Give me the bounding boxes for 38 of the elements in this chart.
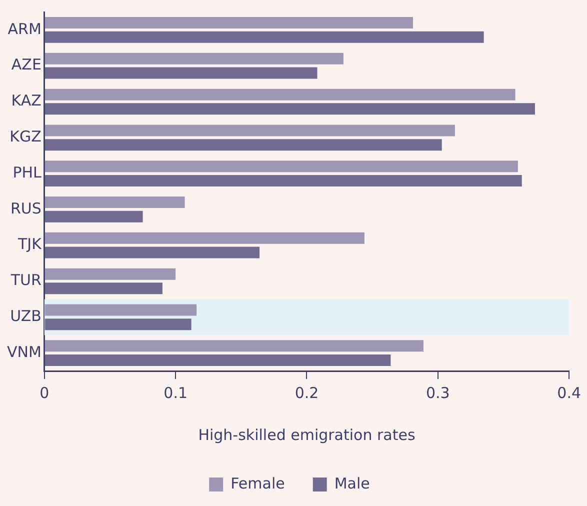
legend-label: Male — [334, 474, 370, 492]
bar — [44, 31, 484, 43]
x-tick-label: 0 — [40, 384, 50, 402]
legend-label: Female — [230, 474, 285, 492]
bar — [44, 174, 522, 186]
bar — [44, 232, 364, 244]
bar — [44, 304, 197, 316]
y-tick-label: KAZ — [11, 92, 42, 110]
x-tick-label: 0.4 — [557, 384, 581, 402]
y-tick-label: PHL — [12, 163, 42, 182]
x-tick-label: 0.3 — [426, 384, 450, 402]
bar — [44, 268, 176, 280]
bar — [44, 318, 192, 330]
y-tick-label: VNM — [6, 342, 42, 361]
bar — [44, 67, 318, 79]
bar — [44, 52, 344, 64]
bar — [44, 88, 516, 100]
x-tick-label: 0.1 — [164, 384, 188, 402]
y-tick-label: UZB — [10, 307, 42, 326]
bar — [44, 340, 424, 352]
y-tick-label: KGZ — [10, 128, 42, 146]
y-tick-label: TUR — [10, 271, 42, 290]
bar — [44, 124, 455, 136]
y-tick-label: ARM — [8, 20, 42, 38]
bar — [44, 17, 413, 29]
bar — [44, 246, 260, 258]
bar — [44, 354, 391, 366]
bar — [44, 103, 535, 115]
bar — [44, 160, 518, 172]
bar — [44, 282, 162, 294]
bar — [44, 196, 185, 208]
bar — [44, 139, 442, 151]
y-tick-label: RUS — [10, 199, 42, 218]
x-axis-title: High-skilled emigration rates — [198, 426, 416, 444]
x-tick-label: 0.2 — [294, 384, 319, 402]
bar — [44, 210, 143, 222]
y-tick-label: AZE — [11, 56, 42, 74]
y-tick-label: TJK — [16, 235, 43, 254]
